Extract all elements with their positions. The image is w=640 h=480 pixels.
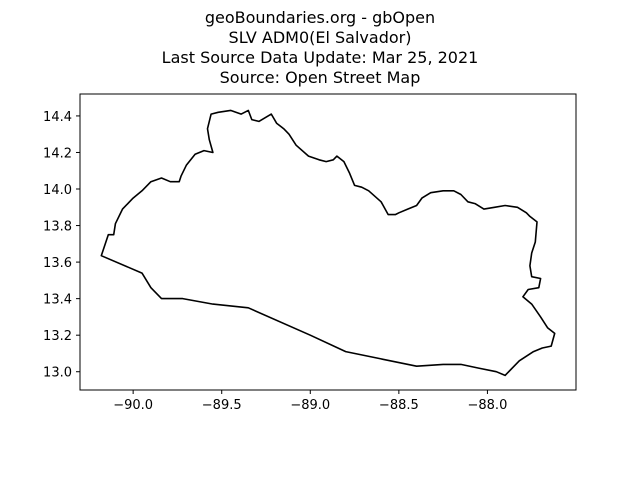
title-line-4: Source: Open Street Map <box>219 68 421 87</box>
y-tick-label: 14.2 <box>43 146 72 161</box>
title-line-1: geoBoundaries.org - gbOpen <box>204 8 436 27</box>
map-title: geoBoundaries.org - gbOpen SLV ADM0(El S… <box>0 8 640 88</box>
y-tick-label: 13.6 <box>43 256 72 271</box>
y-tick-label: 13.4 <box>43 293 72 308</box>
plot-frame <box>79 93 577 391</box>
y-tick-label: 14.0 <box>43 183 72 198</box>
country-boundary <box>100 109 556 377</box>
x-tick-label: −88.5 <box>379 398 419 413</box>
y-axis: 13.0 13.2 13.4 13.6 13.8 14.0 14.2 14.4 <box>43 110 80 381</box>
x-tick-label: −89.5 <box>202 398 242 413</box>
x-tick-label: −88.0 <box>468 398 508 413</box>
y-tick-label: 13.8 <box>43 220 72 235</box>
y-tick-label: 14.4 <box>43 110 72 125</box>
x-axis: −90.0 −89.5 −89.0 −88.5 −88.0 <box>113 390 507 413</box>
title-line-2: SLV ADM0(El Salvador) <box>228 28 412 47</box>
y-tick-label: 13.2 <box>43 329 72 344</box>
title-line-3: Last Source Data Update: Mar 25, 2021 <box>161 48 479 67</box>
y-tick-label: 13.0 <box>43 366 72 381</box>
x-tick-label: −89.0 <box>290 398 330 413</box>
x-tick-label: −90.0 <box>113 398 153 413</box>
